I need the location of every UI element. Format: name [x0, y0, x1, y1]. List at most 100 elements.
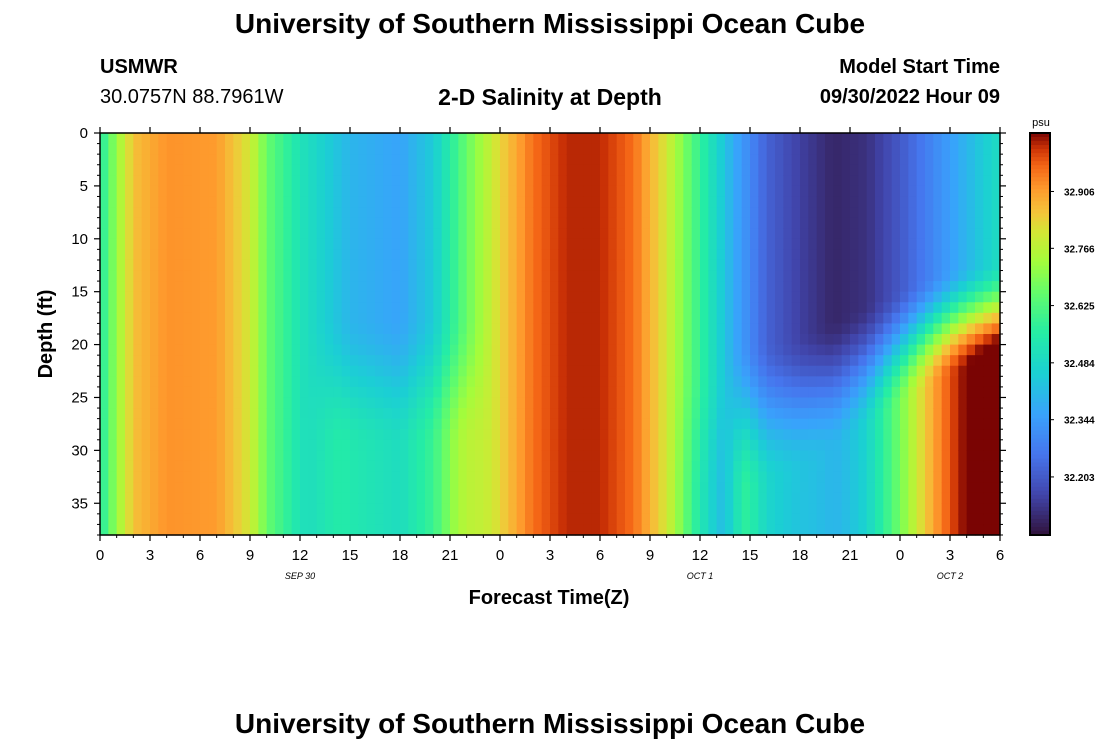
heatmap-cell	[825, 133, 834, 145]
heatmap-cell	[641, 217, 651, 229]
heatmap-cell	[950, 492, 959, 504]
heatmap-cell	[958, 164, 968, 176]
heatmap-cell	[958, 270, 968, 282]
heatmap-cell	[516, 450, 526, 462]
heatmap-cell	[591, 291, 601, 303]
heatmap-cell	[333, 460, 343, 473]
heatmap-cell	[208, 143, 218, 155]
heatmap-cell	[575, 154, 584, 166]
heatmap-cell	[358, 355, 368, 367]
heatmap-cell	[450, 450, 459, 462]
heatmap-cell	[716, 259, 726, 272]
heatmap-cell	[775, 238, 784, 250]
heatmap-cell	[283, 291, 293, 303]
heatmap-cell	[283, 439, 293, 451]
heatmap-cell	[175, 492, 184, 504]
heatmap-cell	[966, 439, 976, 451]
heatmap-cell	[550, 323, 559, 335]
heatmap-cell	[308, 460, 318, 473]
heatmap-cell	[908, 323, 918, 335]
heatmap-cell	[975, 302, 984, 314]
heatmap-cell	[325, 217, 334, 229]
heatmap-cell	[508, 513, 518, 526]
heatmap-cell	[133, 281, 143, 293]
heatmap-cell	[208, 418, 218, 430]
heatmap-cell	[750, 228, 759, 240]
heatmap-cell	[891, 397, 901, 409]
heatmap-cell	[150, 429, 159, 441]
heatmap-cell	[608, 185, 618, 198]
heatmap-cell	[475, 471, 484, 483]
heatmap-cell	[483, 281, 493, 293]
heatmap-cell	[916, 418, 926, 430]
heatmap-cell	[458, 291, 468, 303]
heatmap-cell	[625, 217, 634, 229]
heatmap-cell	[683, 196, 693, 208]
heatmap-cell	[425, 270, 434, 282]
heatmap-cell	[191, 249, 201, 261]
heatmap-cell	[591, 460, 601, 473]
heatmap-cell	[450, 334, 459, 346]
heatmap-cell	[700, 482, 709, 494]
heatmap-cell	[416, 259, 426, 272]
heatmap-cell	[441, 302, 451, 314]
heatmap-cell	[108, 376, 118, 388]
heatmap-cell	[883, 524, 893, 536]
heatmap-cell	[991, 334, 1001, 346]
heatmap-cell	[208, 439, 218, 451]
heatmap-cell	[675, 143, 684, 155]
heatmap-cell	[383, 376, 393, 388]
heatmap-cell	[941, 344, 951, 356]
heatmap-cell	[416, 228, 426, 240]
heatmap-cell	[966, 386, 976, 399]
heatmap-cell	[783, 386, 793, 399]
heatmap-cell	[150, 460, 159, 473]
heatmap-cell	[500, 386, 509, 399]
heatmap-cell	[516, 207, 526, 219]
colorbar-segment	[1030, 462, 1050, 468]
heatmap-cell	[225, 302, 234, 314]
heatmap-cell	[575, 291, 584, 303]
heatmap-cell	[725, 323, 734, 335]
heatmap-cell	[216, 259, 226, 272]
heatmap-cell	[408, 175, 418, 187]
heatmap-cell	[866, 302, 876, 314]
heatmap-cell	[466, 228, 476, 240]
heatmap-cell	[783, 238, 793, 250]
heatmap-cell	[533, 460, 543, 473]
heatmap-cell	[458, 355, 468, 367]
heatmap-cell	[316, 228, 326, 240]
heatmap-cell	[816, 143, 826, 155]
heatmap-cell	[116, 344, 126, 356]
heatmap-cell	[458, 397, 468, 409]
heatmap-cell	[150, 334, 159, 346]
heatmap-cell	[450, 154, 459, 166]
heatmap-cell	[575, 249, 584, 261]
heatmap-cell	[816, 185, 826, 198]
heatmap-cell	[950, 281, 959, 293]
heatmap-cell	[266, 133, 276, 145]
heatmap-cell	[466, 439, 476, 451]
heatmap-cell	[700, 312, 709, 325]
heatmap-cell	[683, 503, 693, 515]
heatmap-cell	[158, 312, 168, 325]
heatmap-cell	[441, 450, 451, 462]
heatmap-cell	[133, 228, 143, 240]
heatmap-cell	[533, 492, 543, 504]
heatmap-cell	[266, 355, 276, 367]
heatmap-cell	[925, 439, 934, 451]
heatmap-cell	[200, 291, 209, 303]
heatmap-cell	[941, 397, 951, 409]
heatmap-cell	[675, 439, 684, 451]
heatmap-cell	[675, 154, 684, 166]
heatmap-cell	[133, 524, 143, 536]
heatmap-cell	[875, 281, 884, 293]
heatmap-cell	[866, 344, 876, 356]
heatmap-cell	[408, 513, 418, 526]
heatmap-cell	[758, 524, 768, 536]
heatmap-cell	[525, 450, 534, 462]
heatmap-cell	[633, 397, 643, 409]
heatmap-cell	[316, 312, 326, 325]
heatmap-cell	[741, 439, 751, 451]
